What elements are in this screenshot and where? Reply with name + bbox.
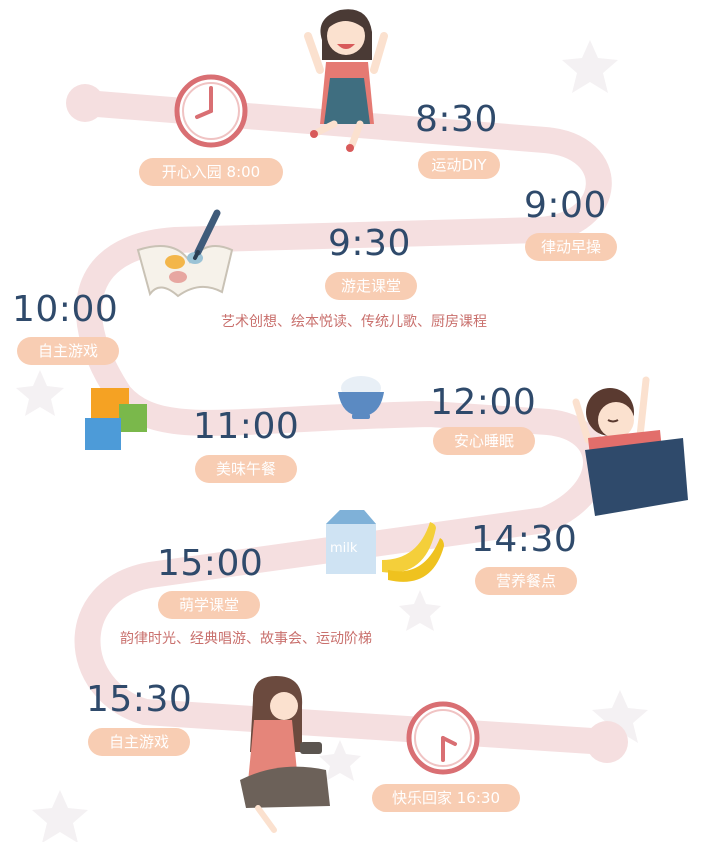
clock-icon	[174, 74, 248, 148]
toy-blocks-icon	[85, 388, 147, 450]
label-arrive: 开心入园 8:00	[139, 158, 283, 186]
time-play1: 10:00	[12, 289, 119, 330]
label-lunch: 美味午餐	[195, 455, 297, 483]
time-rhythm: 9:00	[524, 185, 607, 226]
label-leave: 快乐回家 16:30	[372, 784, 520, 812]
time-sports: 8:30	[415, 99, 498, 140]
banana-icon	[382, 522, 444, 582]
label-classes: 游走课堂	[325, 272, 417, 300]
road-end-cap	[586, 721, 628, 763]
girl-sitting-illustration	[240, 676, 330, 833]
milk-carton-icon: milk	[326, 510, 376, 574]
label-play1: 自主游戏	[17, 337, 119, 365]
time-classes: 9:30	[328, 223, 411, 264]
time-lunch: 11:00	[193, 406, 300, 447]
clock-icon	[406, 701, 480, 775]
label-learn: 萌学课堂	[158, 591, 260, 619]
road-start-cap	[66, 84, 104, 122]
label-snack: 营养餐点	[475, 567, 577, 595]
sleeping-girl-illustration	[572, 376, 688, 516]
time-snack: 14:30	[471, 519, 578, 560]
time-nap: 12:00	[430, 382, 537, 423]
background-stars	[16, 40, 648, 842]
label-play2: 自主游戏	[88, 728, 190, 756]
milk-label: milk	[330, 541, 358, 556]
girl-jumping-illustration	[304, 9, 388, 152]
time-play2: 15:30	[86, 679, 193, 720]
detail-learn: 韵律时光、经典唱游、故事会、运动阶梯	[120, 631, 372, 647]
label-nap: 安心睡眠	[433, 427, 535, 455]
label-rhythm: 律动早操	[525, 233, 617, 261]
detail-classes: 艺术创想、绘本悦读、传统儿歌、厨房课程	[221, 314, 487, 330]
rice-bowl-icon	[338, 376, 384, 419]
book-pencil-icon	[136, 209, 234, 298]
timeline-road	[72, 90, 620, 755]
label-sports: 运动DIY	[418, 151, 500, 179]
time-learn: 15:00	[157, 543, 264, 584]
